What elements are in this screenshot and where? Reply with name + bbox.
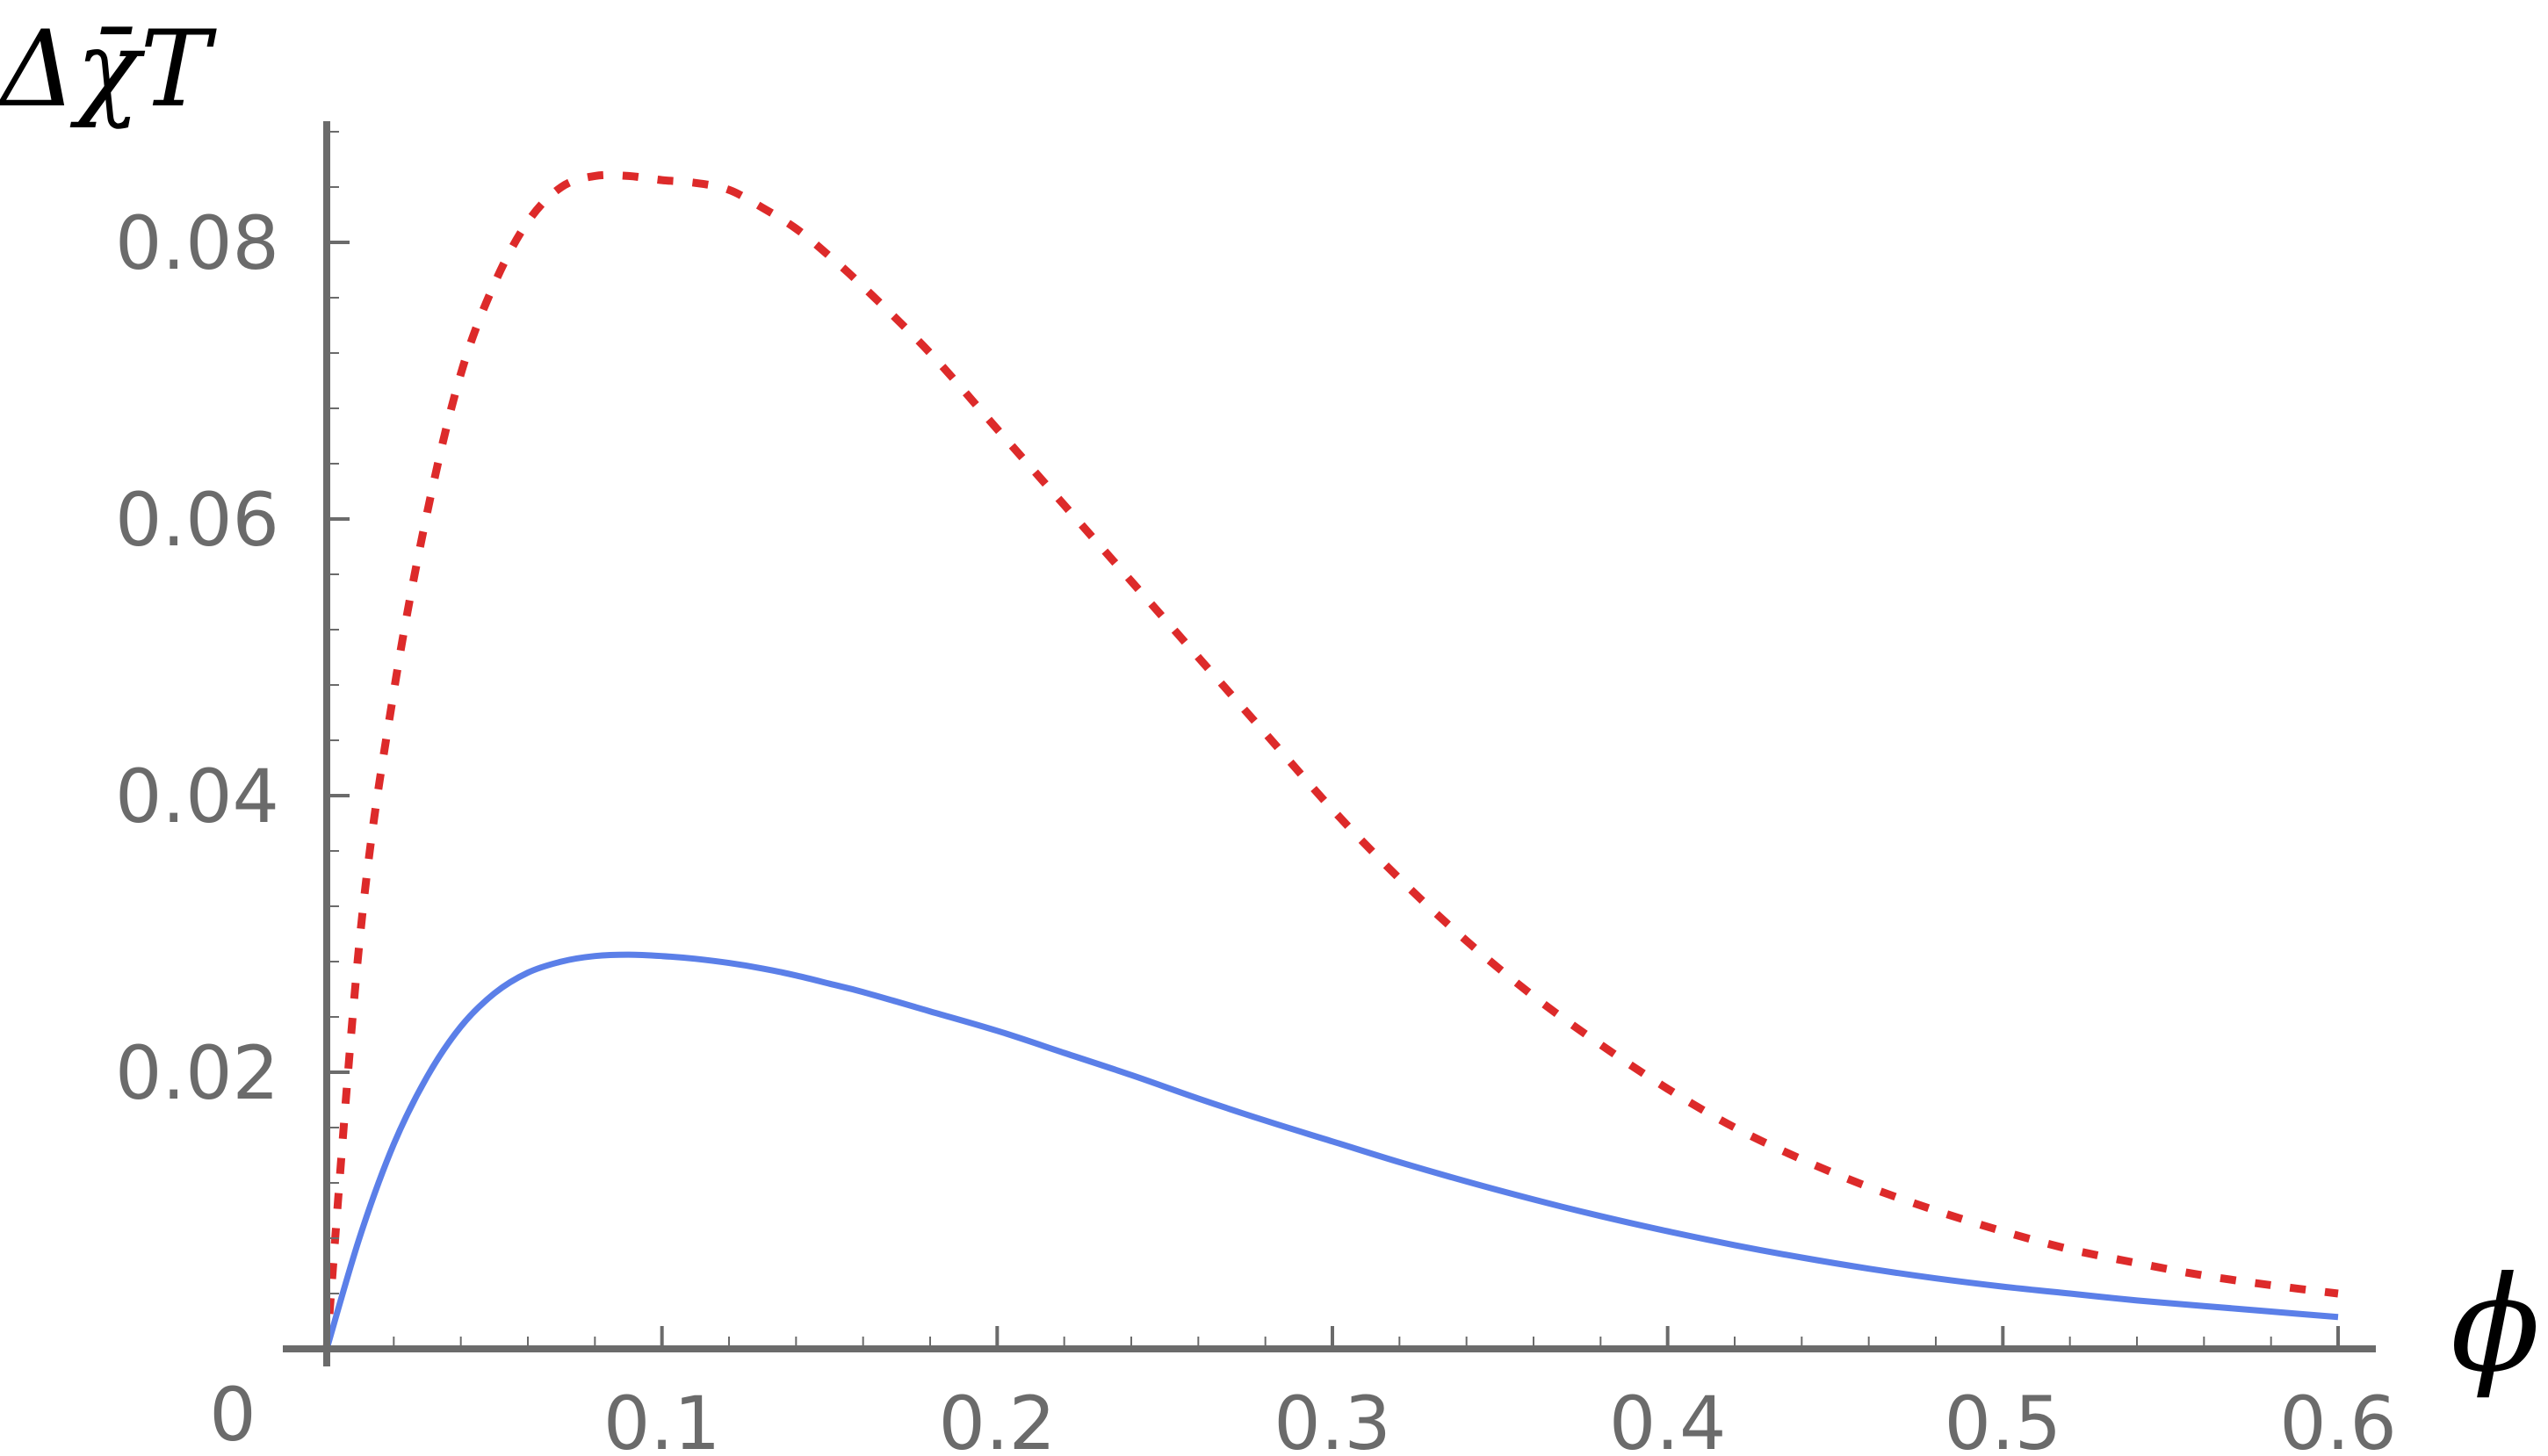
- y-axis-label: Δχ̄T: [0, 9, 217, 131]
- x-tick-label: 0.6: [2279, 1380, 2397, 1456]
- x-axis-label: ϕ: [2451, 1249, 2540, 1402]
- axes: [283, 121, 2376, 1366]
- x-tick-label: 0.2: [939, 1380, 1057, 1456]
- x-tick-label: 0.1: [603, 1380, 721, 1456]
- tick-labels: 0.1 0.2 0.3 0.4 0.5 0.6 0.02 0.04 0.06 0.08 0: [115, 200, 2397, 1456]
- x-tick-label: 0.5: [1945, 1380, 2062, 1456]
- y-tick-label: 0.08: [115, 200, 279, 286]
- series-line-solid: [323, 951, 2339, 1350]
- series-line-dotted: [322, 170, 2339, 1350]
- y-tick-label: 0.02: [115, 1030, 279, 1116]
- origin-label: 0: [209, 1372, 256, 1456]
- series-layer: [322, 170, 2339, 1350]
- x-tick-label: 0.4: [1609, 1380, 1727, 1456]
- y-tick-label: 0.06: [115, 477, 279, 563]
- x-tick-label: 0.3: [1274, 1380, 1391, 1456]
- y-tick-label: 0.04: [115, 753, 279, 840]
